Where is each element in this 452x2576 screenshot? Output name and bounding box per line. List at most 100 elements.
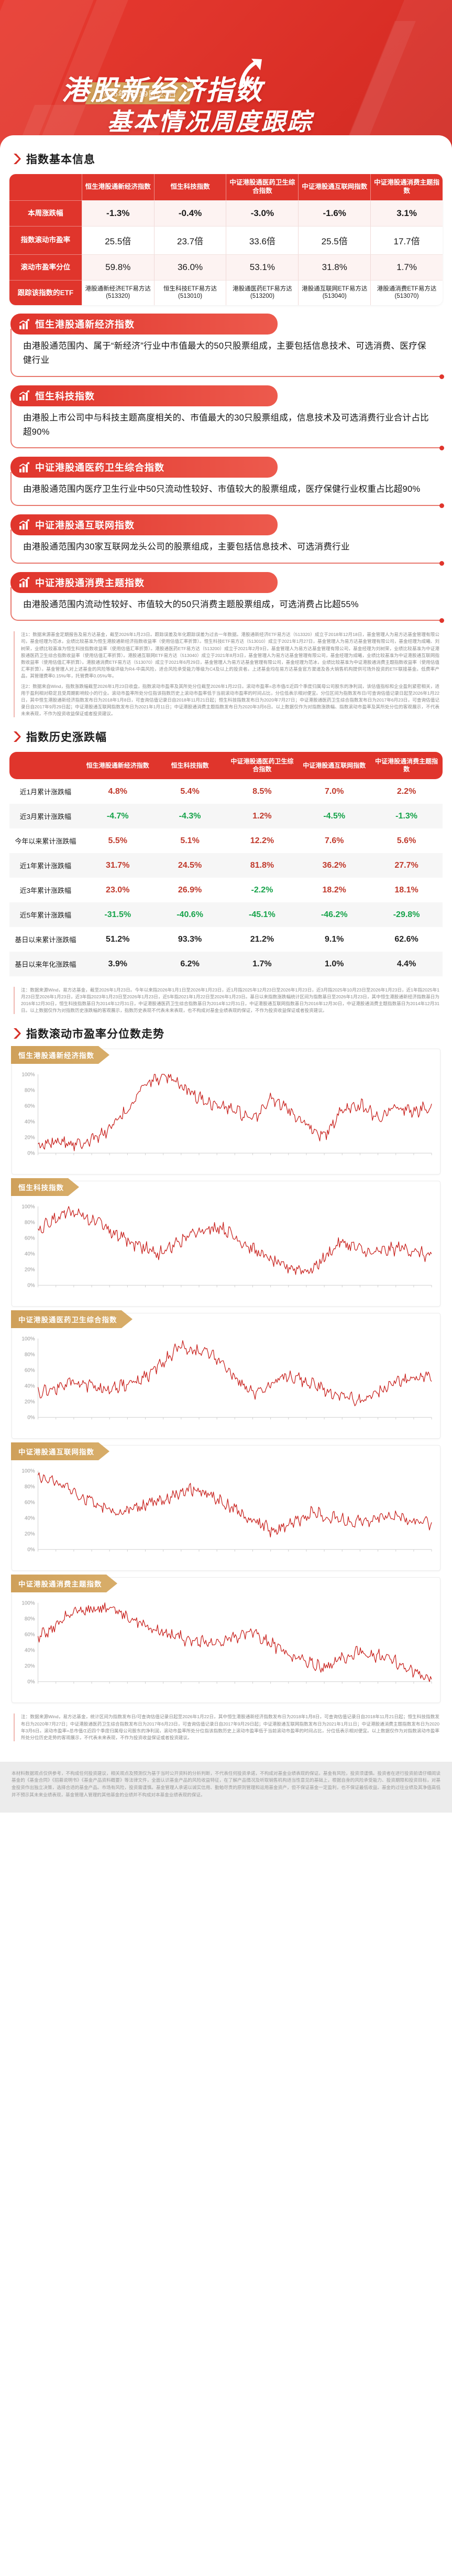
index-description-card: 中证港股通互联网指数 由港股通范围内30家互联网龙头公司的股票组成，主要包括信息技… — [10, 514, 444, 566]
pe-percentile-chart-card: 恒生港股通新经济指数 0% 20% 40% 60% 80% 100% — [11, 1046, 440, 1175]
card-description: 由港股通范围内流动性较好、市值较大的50只消费主题股票组成，可选消费占比超55% — [23, 599, 359, 609]
card-body: 由港股通范围内30家互联网龙头公司的股票组成，主要包括信息技术、可选消费行业 — [10, 529, 444, 566]
section-header-index-basics: 指数基本信息 — [13, 151, 443, 167]
table-cell: 5.5% — [108, 836, 127, 845]
table-cell: 港股通医药ETF易方达 (513200) — [226, 279, 299, 306]
chart-growth-icon — [19, 319, 29, 329]
y-axis-tick-label: 40% — [25, 1252, 35, 1257]
y-axis-tick-label: 20% — [25, 1135, 35, 1141]
table-cell: 7.6% — [324, 836, 344, 845]
table-cell: 港股通新经济ETF易方达 (513320) — [81, 279, 154, 306]
chart-title: 中证港股通医药卫生综合指数 — [18, 1316, 117, 1324]
table-cell: 1.2% — [226, 804, 299, 829]
table-cell: 1.0% — [298, 952, 371, 977]
y-axis-tick-label: 80% — [25, 1220, 35, 1226]
chart-axes — [38, 1206, 432, 1286]
table-cell: 8.5% — [252, 786, 272, 796]
index-description-card: 中证港股通消费主题指数由港股通范围内流动性较好、市值较大的50只消费主题股票组成… — [10, 572, 444, 623]
table-row: 今年以来累计涨跌幅 5.5% 5.1% 12.2% 7.6% 5.6% — [9, 828, 443, 853]
section-title: 指数基本信息 — [26, 154, 95, 166]
table-cell: -45.1% — [226, 902, 299, 928]
chevron-right-icon — [14, 154, 21, 164]
table-cell: 62.6% — [394, 934, 418, 944]
page-title: 港股新经济指数 — [62, 76, 264, 106]
y-axis-tick-label: 60% — [25, 1368, 35, 1374]
y-axis-tick-label: 0% — [27, 1415, 35, 1421]
table-row: 滚动市盈率分位 59.8% 36.0% 53.1% 31.8% 1.7% — [9, 254, 443, 280]
chart-growth-icon — [19, 461, 29, 472]
col-header-3: 中证港股通互联网指数 — [298, 174, 371, 200]
col-header-4: 中证港股通消费主题指数 — [370, 752, 443, 780]
y-axis-tick-label: 80% — [25, 1088, 35, 1094]
table-row: 跟踪该指数的ETF 港股通新经济ETF易方达 (513320) 恒生科技ETF易方达(… — [9, 279, 443, 306]
table-header: 恒生港股通新经济指数 恒生科技指数 中证港股通医药卫生综合指数 中证港股通互联网… — [9, 752, 443, 780]
card-header: 中证港股通互联网指数 — [10, 514, 278, 535]
chart-axes — [38, 1471, 432, 1550]
table-cell: 港股通消费ETF易方达 (513070) — [370, 279, 443, 306]
table-cell: 3.9% — [81, 952, 154, 977]
card-description: 由港股上市公司中与科技主题高度相关的、市值最大的30只股票组成，信息技术及可选消… — [23, 413, 429, 437]
table-cell: -46.2% — [298, 902, 371, 928]
table-cell: -1.6% — [298, 200, 371, 226]
table-cell: 4.4% — [370, 952, 443, 977]
table-row: 近1年累计涨跌幅 31.7% 24.5% 81.8% 36.2% 27.7% — [9, 853, 443, 878]
table-cell: 59.8% — [81, 254, 154, 280]
table-cell: -0.4% — [153, 200, 226, 226]
chart-growth-icon — [19, 519, 29, 530]
table-row: 基日以来累计涨跌幅 51.2% 93.3% 21.2% 9.1% 62.6% — [9, 927, 443, 952]
chart-tag-arrow — [98, 1442, 109, 1461]
chart-axes — [38, 1603, 432, 1683]
row-label: 基日以来年化涨跌幅 — [9, 952, 82, 977]
y-axis-tick-label: 40% — [25, 1648, 35, 1654]
table-header-row: 恒生港股通新经济指数 恒生科技指数 中证港股通医药卫生综合指数 中证港股通互联网… — [9, 174, 443, 200]
chart-title: 中证港股通互联网指数 — [18, 1448, 94, 1457]
card-title: 中证港股通消费主题指数 — [35, 577, 145, 588]
chart-title-tag: 中证港股通消费主题指数 — [11, 1575, 117, 1593]
y-axis-tick-label: 0% — [27, 1547, 35, 1553]
chart-data-line — [38, 1074, 432, 1151]
table-cell: 12.2% — [250, 836, 274, 845]
table-cell: 7.0% — [324, 786, 344, 796]
table-cell: -40.6% — [153, 902, 226, 928]
table-row: 本周涨跌幅 -1.3% -0.4% -3.0% -1.6% 3.1% — [9, 200, 443, 226]
y-axis-tick-label: 20% — [25, 1664, 35, 1669]
col-header-2: 中证港股通医药卫生综合指数 — [226, 174, 299, 200]
pe-percentile-chart-card: 中证港股通医药卫生综合指数 0% 20% 40% 60% 80% 100% — [11, 1310, 440, 1439]
section-title: 指数滚动市盈率分位数走势 — [26, 1028, 164, 1041]
col-header-3: 中证港股通互联网指数 — [298, 752, 371, 780]
y-axis-tick-label: 100% — [21, 1469, 35, 1474]
chart-tag-arrow — [106, 1575, 117, 1593]
table-cell: 51.2% — [106, 934, 130, 944]
index-description-card: 恒生科技指数由港股上市公司中与科技主题高度相关的、市值最大的30只股票组成，信息… — [10, 385, 444, 451]
chart-axes — [38, 1074, 432, 1154]
disclaimer-text: 本材料数据观点仅供参考，不构成任何投资建议，相关观点及预测仅为基于当时公开资料的… — [12, 1770, 440, 1797]
card-body: 由港股通范围内、属于“新经济”行业中市值最大的50只股票组成，主要包括信息技术、… — [10, 329, 444, 380]
index-description-card: 中证港股通医药卫生综合指数 由港股通范围内医疗卫生行业中50只流动性较好、市值较大… — [10, 457, 444, 508]
card-title: 中证港股通医药卫生综合指数 — [35, 462, 164, 473]
table-cell: 港股通互联网ETF易方达 (513040) — [298, 279, 371, 306]
y-axis-tick-label: 0% — [27, 1151, 35, 1157]
table-cell: 36.0% — [153, 254, 226, 280]
row-label: 近1年累计涨跌幅 — [9, 853, 82, 878]
chart-tag-arrow — [68, 1178, 79, 1197]
card-header: 中证港股通消费主题指数 — [10, 572, 278, 593]
table-cell: -1.3% — [370, 804, 443, 829]
chart-title-tag: 恒生科技指数 — [11, 1178, 79, 1197]
table-corner-cell — [9, 752, 82, 780]
chart-data-line — [37, 1472, 432, 1538]
table-cell: 18.1% — [394, 885, 418, 894]
y-axis-tick-label: 100% — [21, 1336, 35, 1342]
footnotes-section-2: 注：数据来源Wind，易方达基金，截至2026年1月23日。今年以来指2026年… — [14, 987, 439, 1015]
row-label: 滚动市盈率分位 — [9, 254, 82, 280]
row-label: 近5年累计涨跌幅 — [9, 902, 82, 928]
page-subtitle: 基本情况周度跟踪 — [107, 108, 313, 135]
chart-plot: 0% 20% 40% 60% 80% 100% — [21, 1204, 432, 1289]
table-row: 近5年累计涨跌幅 -31.5% -40.6% -45.1% -46.2% -29.8% — [9, 902, 443, 928]
card-title: 恒生科技指数 — [35, 391, 95, 402]
table-cell: 81.8% — [226, 853, 299, 878]
up-arrow-icon — [239, 59, 262, 88]
historical-returns-table: 恒生港股通新经济指数 恒生科技指数 中证港股通医药卫生综合指数 中证港股通互联网… — [9, 752, 443, 977]
table-row: 指数滚动市盈率 25.5倍 23.7倍 33.6倍 25.5倍 17.7倍 — [9, 225, 443, 254]
table-header: 恒生港股通新经济指数 恒生科技指数 中证港股通医药卫生综合指数 中证港股通互联网… — [9, 174, 443, 200]
col-header-0: 恒生港股通新经济指数 — [81, 174, 154, 200]
